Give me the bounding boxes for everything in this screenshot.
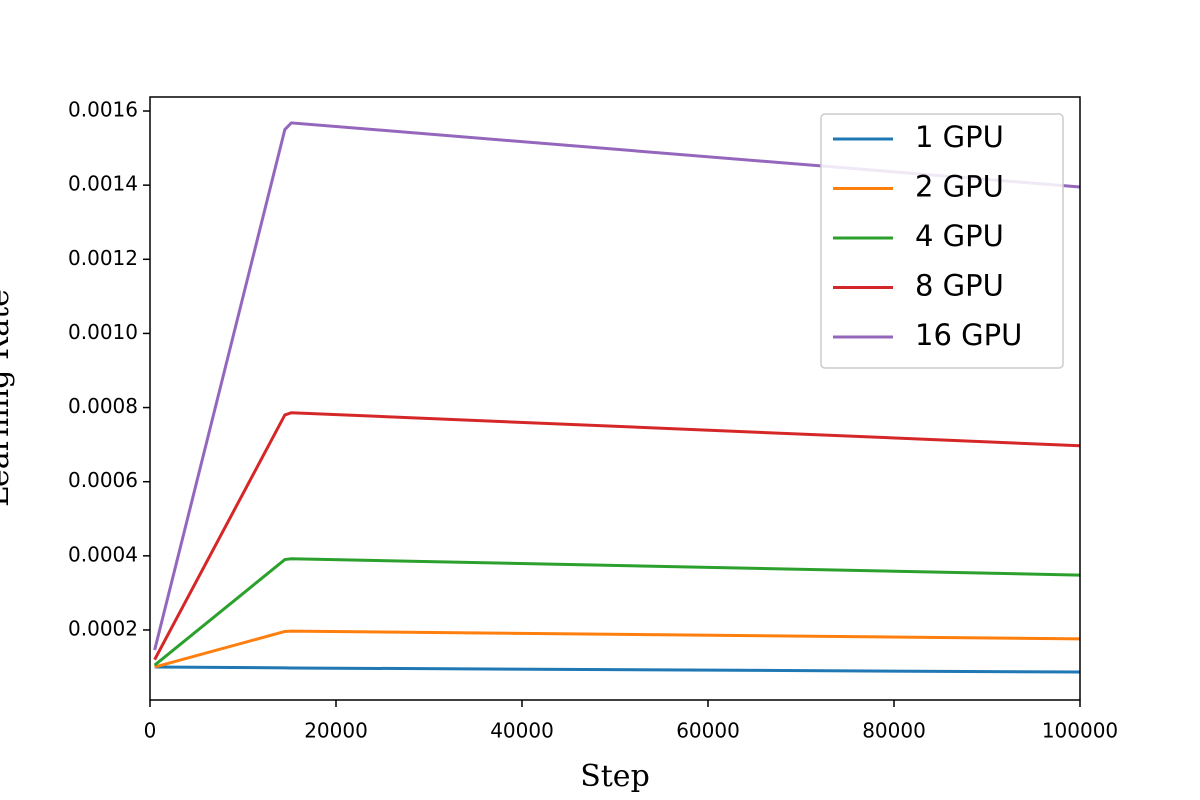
series-line	[154, 629, 1081, 669]
legend-label: 8 GPU	[915, 269, 1004, 303]
x-tick-label: 100000	[1042, 719, 1118, 743]
y-tick-label: 0.0010	[68, 320, 138, 344]
y-tick-label: 0.0002	[68, 616, 138, 640]
y-tick-label: 0.0016	[68, 98, 138, 122]
x-tick-label: 20000	[304, 719, 368, 743]
legend-label: 1 GPU	[915, 120, 1004, 154]
series-line	[153, 121, 1081, 651]
y-tick-label: 0.0014	[68, 172, 138, 196]
y-tick-label: 0.0004	[68, 542, 138, 566]
legend-label: 4 GPU	[915, 219, 1004, 253]
series-line	[153, 557, 1081, 667]
legend-label: 2 GPU	[915, 170, 1004, 204]
x-tick-label: 60000	[676, 719, 740, 743]
plot-frame	[149, 96, 1081, 701]
legend-label: 16 GPU	[915, 318, 1022, 352]
x-axis-label: Step	[580, 759, 650, 794]
x-tick-label: 40000	[490, 719, 554, 743]
series-line	[153, 411, 1081, 661]
y-tick-label: 0.0012	[68, 246, 138, 270]
series-line	[154, 665, 1081, 674]
y-tick-label: 0.0008	[68, 394, 138, 418]
y-tick-label: 0.0006	[68, 468, 138, 492]
y-axis-label: Learning Rate	[0, 289, 16, 507]
x-tick-label: 80000	[862, 719, 926, 743]
legend-box	[820, 113, 1064, 369]
x-tick-label: 0	[144, 719, 157, 743]
